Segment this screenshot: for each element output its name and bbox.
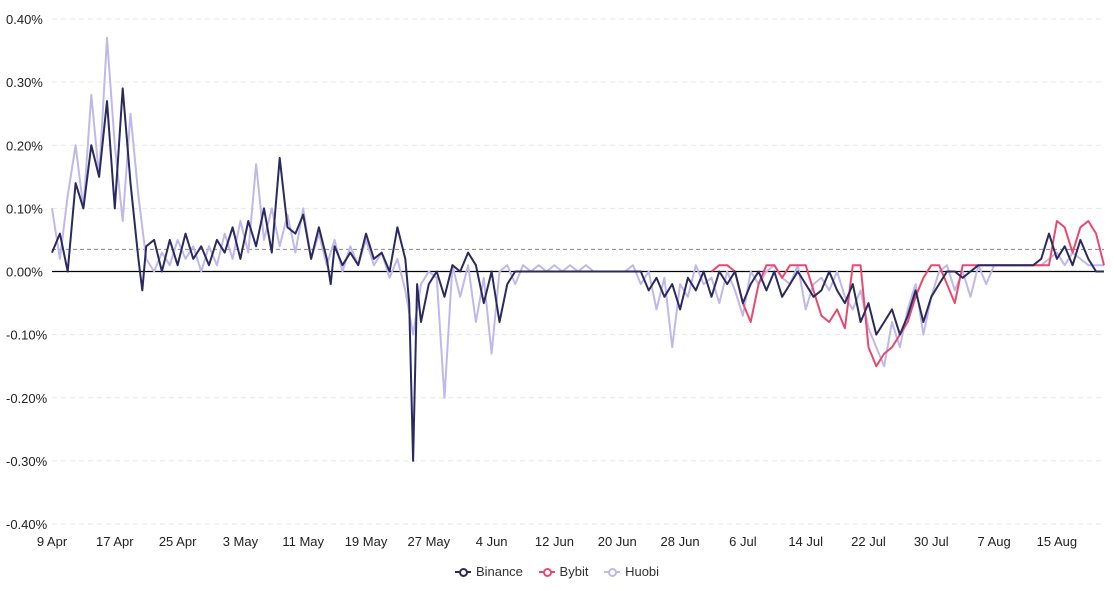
x-tick-label: 17 Apr — [96, 534, 134, 549]
x-tick-label: 9 Apr — [37, 534, 68, 549]
x-tick-label: 25 Apr — [159, 534, 197, 549]
y-tick-label: 0.20% — [6, 138, 43, 153]
x-tick-label: 6 Jul — [729, 534, 757, 549]
series-line-binance — [51, 87, 1104, 462]
legend-item-binance[interactable]: Binance — [454, 564, 523, 579]
x-tick-label: 15 Aug — [1037, 534, 1078, 549]
x-tick-label: 22 Jul — [851, 534, 886, 549]
binance-legend-icon — [454, 567, 471, 577]
bybit-legend-icon — [538, 567, 555, 577]
y-tick-label: 0.00% — [6, 265, 43, 280]
x-tick-label: 11 May — [282, 534, 324, 549]
y-tick-label: -0.10% — [6, 328, 48, 343]
x-tick-label: 4 Jun — [476, 534, 508, 549]
y-tick-label: 0.30% — [6, 75, 43, 90]
y-tick-label: 0.40% — [6, 12, 43, 27]
legend-item-bybit[interactable]: Bybit — [538, 564, 589, 579]
x-tick-label: 3 May — [223, 534, 259, 549]
series-lines — [51, 36, 1105, 462]
x-tick-label: 12 Jun — [535, 534, 574, 549]
x-tick-label: 20 Jun — [598, 534, 637, 549]
huobi-legend-icon — [604, 567, 621, 577]
x-tick-label: 7 Aug — [977, 534, 1010, 549]
series-line-huobi — [51, 36, 1104, 399]
y-tick-label: -0.40% — [6, 517, 48, 532]
x-tick-label: 30 Jul — [914, 534, 949, 549]
chart-grid — [52, 18, 1104, 525]
y-axis: 0.40% 0.30% 0.20% 0.10% 0.00% -0.10% -0.20% -0.… — [6, 12, 48, 532]
legend-item-huobi[interactable]: Huobi — [604, 564, 659, 579]
x-axis: 9 Apr 17 Apr 25 Apr 3 May 11 May 19 May 27 May… — [37, 534, 1077, 549]
y-tick-label: -0.30% — [6, 454, 48, 469]
legend-label-binance: Binance — [475, 564, 523, 579]
y-tick-label: 0.10% — [6, 201, 43, 216]
x-tick-label: 27 May — [408, 534, 451, 549]
legend-label-huobi: Huobi — [625, 564, 660, 579]
legend-label-bybit: Bybit — [559, 564, 589, 579]
chart-legend: Binance Bybit Huobi — [0, 564, 1114, 580]
x-tick-label: 14 Jul — [788, 534, 823, 549]
series-line-bybit — [710, 220, 1105, 368]
y-tick-label: -0.20% — [6, 391, 48, 406]
x-tick-label: 28 Jun — [661, 534, 700, 549]
x-tick-label: 19 May — [345, 534, 388, 549]
